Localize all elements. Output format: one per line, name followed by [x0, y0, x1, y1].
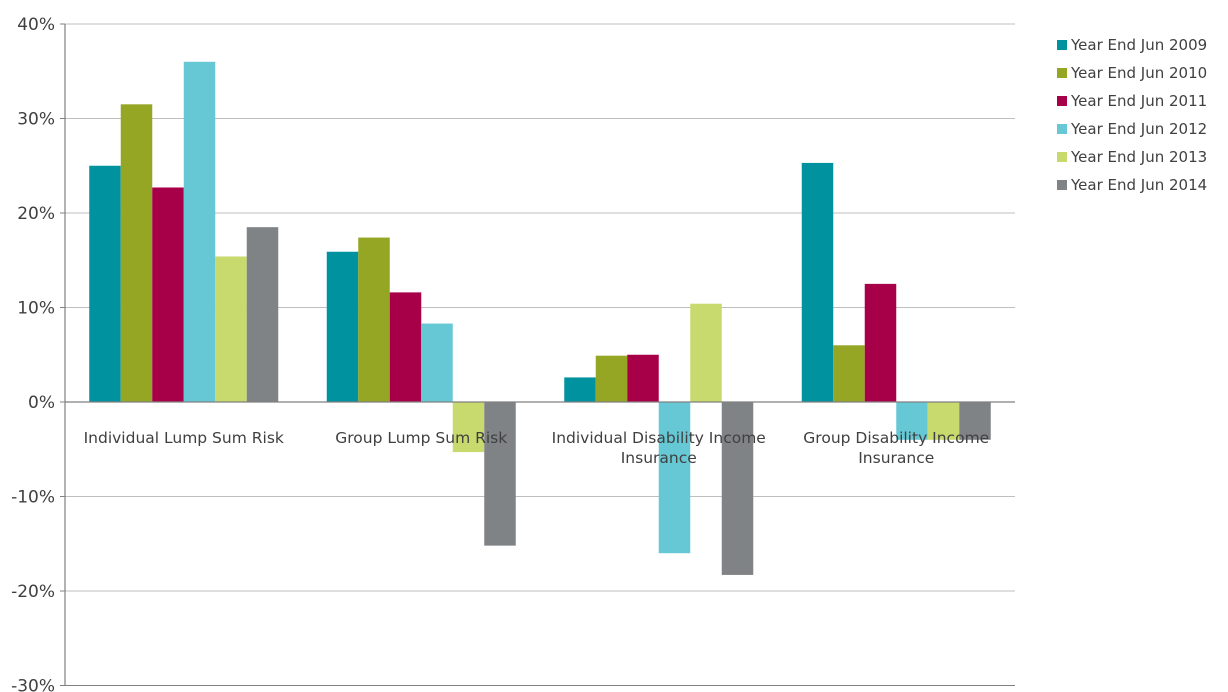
bar-year-end-jun-2014-2	[721, 402, 754, 575]
bar-year-end-jun-2009-3	[801, 162, 834, 402]
category-label: Group Disability Income	[803, 429, 989, 447]
y-tick-label: -30%	[11, 677, 55, 692]
legend-swatch	[1057, 40, 1067, 50]
bar-year-end-jun-2013-3	[927, 402, 960, 440]
legend-item: Year End Jun 2012	[1057, 115, 1207, 143]
legend-item: Year End Jun 2014	[1057, 171, 1207, 199]
bars	[89, 61, 991, 575]
y-tick-label: 20%	[17, 204, 55, 224]
y-tick-label: 10%	[17, 299, 55, 319]
legend-swatch	[1057, 180, 1067, 190]
bar-year-end-jun-2011-2	[627, 354, 659, 402]
category-label: Group Lump Sum Risk	[335, 429, 507, 447]
bar-year-end-jun-2013-2	[690, 303, 722, 402]
legend-label: Year End Jun 2011	[1071, 92, 1208, 110]
category-labels: Individual Lump Sum Risk Group Lump Sum R…	[84, 429, 990, 467]
legend-swatch	[1057, 68, 1067, 78]
bar-year-end-jun-2009-2	[564, 377, 596, 402]
legend-item: Year End Jun 2011	[1057, 87, 1207, 115]
bar-year-end-jun-2010-3	[833, 345, 865, 402]
bar-year-end-jun-2011-1	[389, 292, 422, 402]
bar-year-end-jun-2011-3	[864, 283, 897, 403]
bar-year-end-jun-2009-0	[89, 165, 121, 402]
axes	[60, 23, 1015, 686]
legend-item: Year End Jun 2013	[1057, 143, 1207, 171]
legend-item: Year End Jun 2010	[1057, 59, 1207, 87]
y-tick-label: -10%	[11, 488, 55, 508]
bar-year-end-jun-2011-0	[152, 187, 184, 402]
bar-year-end-jun-2012-0	[183, 61, 216, 403]
category-label: Individual Lump Sum Risk	[84, 429, 284, 447]
bar-year-end-jun-2012-3	[896, 402, 928, 440]
legend-label: Year End Jun 2009	[1071, 36, 1208, 54]
bar-year-end-jun-2014-1	[484, 402, 516, 546]
category-label: Insurance	[621, 449, 697, 467]
y-tick-label: 0%	[28, 393, 55, 413]
legend-label: Year End Jun 2014	[1071, 176, 1208, 194]
y-tick-label: -20%	[11, 582, 55, 602]
legend-label: Year End Jun 2013	[1071, 148, 1208, 166]
bar-year-end-jun-2014-3	[959, 402, 991, 440]
bar-year-end-jun-2012-1	[421, 323, 453, 402]
bar-year-end-jun-2010-2	[595, 355, 628, 402]
legend-swatch	[1057, 124, 1067, 134]
legend-item: Year End Jun 2009	[1057, 31, 1207, 59]
bar-year-end-jun-2009-1	[326, 251, 359, 402]
bar-year-end-jun-2012-2	[658, 402, 691, 554]
category-label: Individual Disability Income	[552, 429, 766, 447]
bar-year-end-jun-2013-1	[452, 402, 485, 453]
legend-label: Year End Jun 2010	[1071, 64, 1208, 82]
legend-swatch	[1057, 96, 1067, 106]
y-axis-tick-labels: 40% 30% 20% 10% 0% -10% -20% -30%	[11, 15, 55, 692]
legend-swatch	[1057, 152, 1067, 162]
category-label: Insurance	[858, 449, 934, 467]
bar-year-end-jun-2010-0	[120, 104, 153, 402]
y-tick-label: 30%	[17, 110, 55, 130]
y-tick-label: 40%	[17, 15, 55, 35]
bar-year-end-jun-2013-0	[215, 256, 247, 402]
legend: Year End Jun 2009 Year End Jun 2010 Year E…	[1057, 31, 1207, 199]
legend-label: Year End Jun 2012	[1071, 120, 1208, 138]
bar-year-end-jun-2014-0	[246, 227, 279, 402]
bar-year-end-jun-2010-1	[358, 237, 390, 402]
